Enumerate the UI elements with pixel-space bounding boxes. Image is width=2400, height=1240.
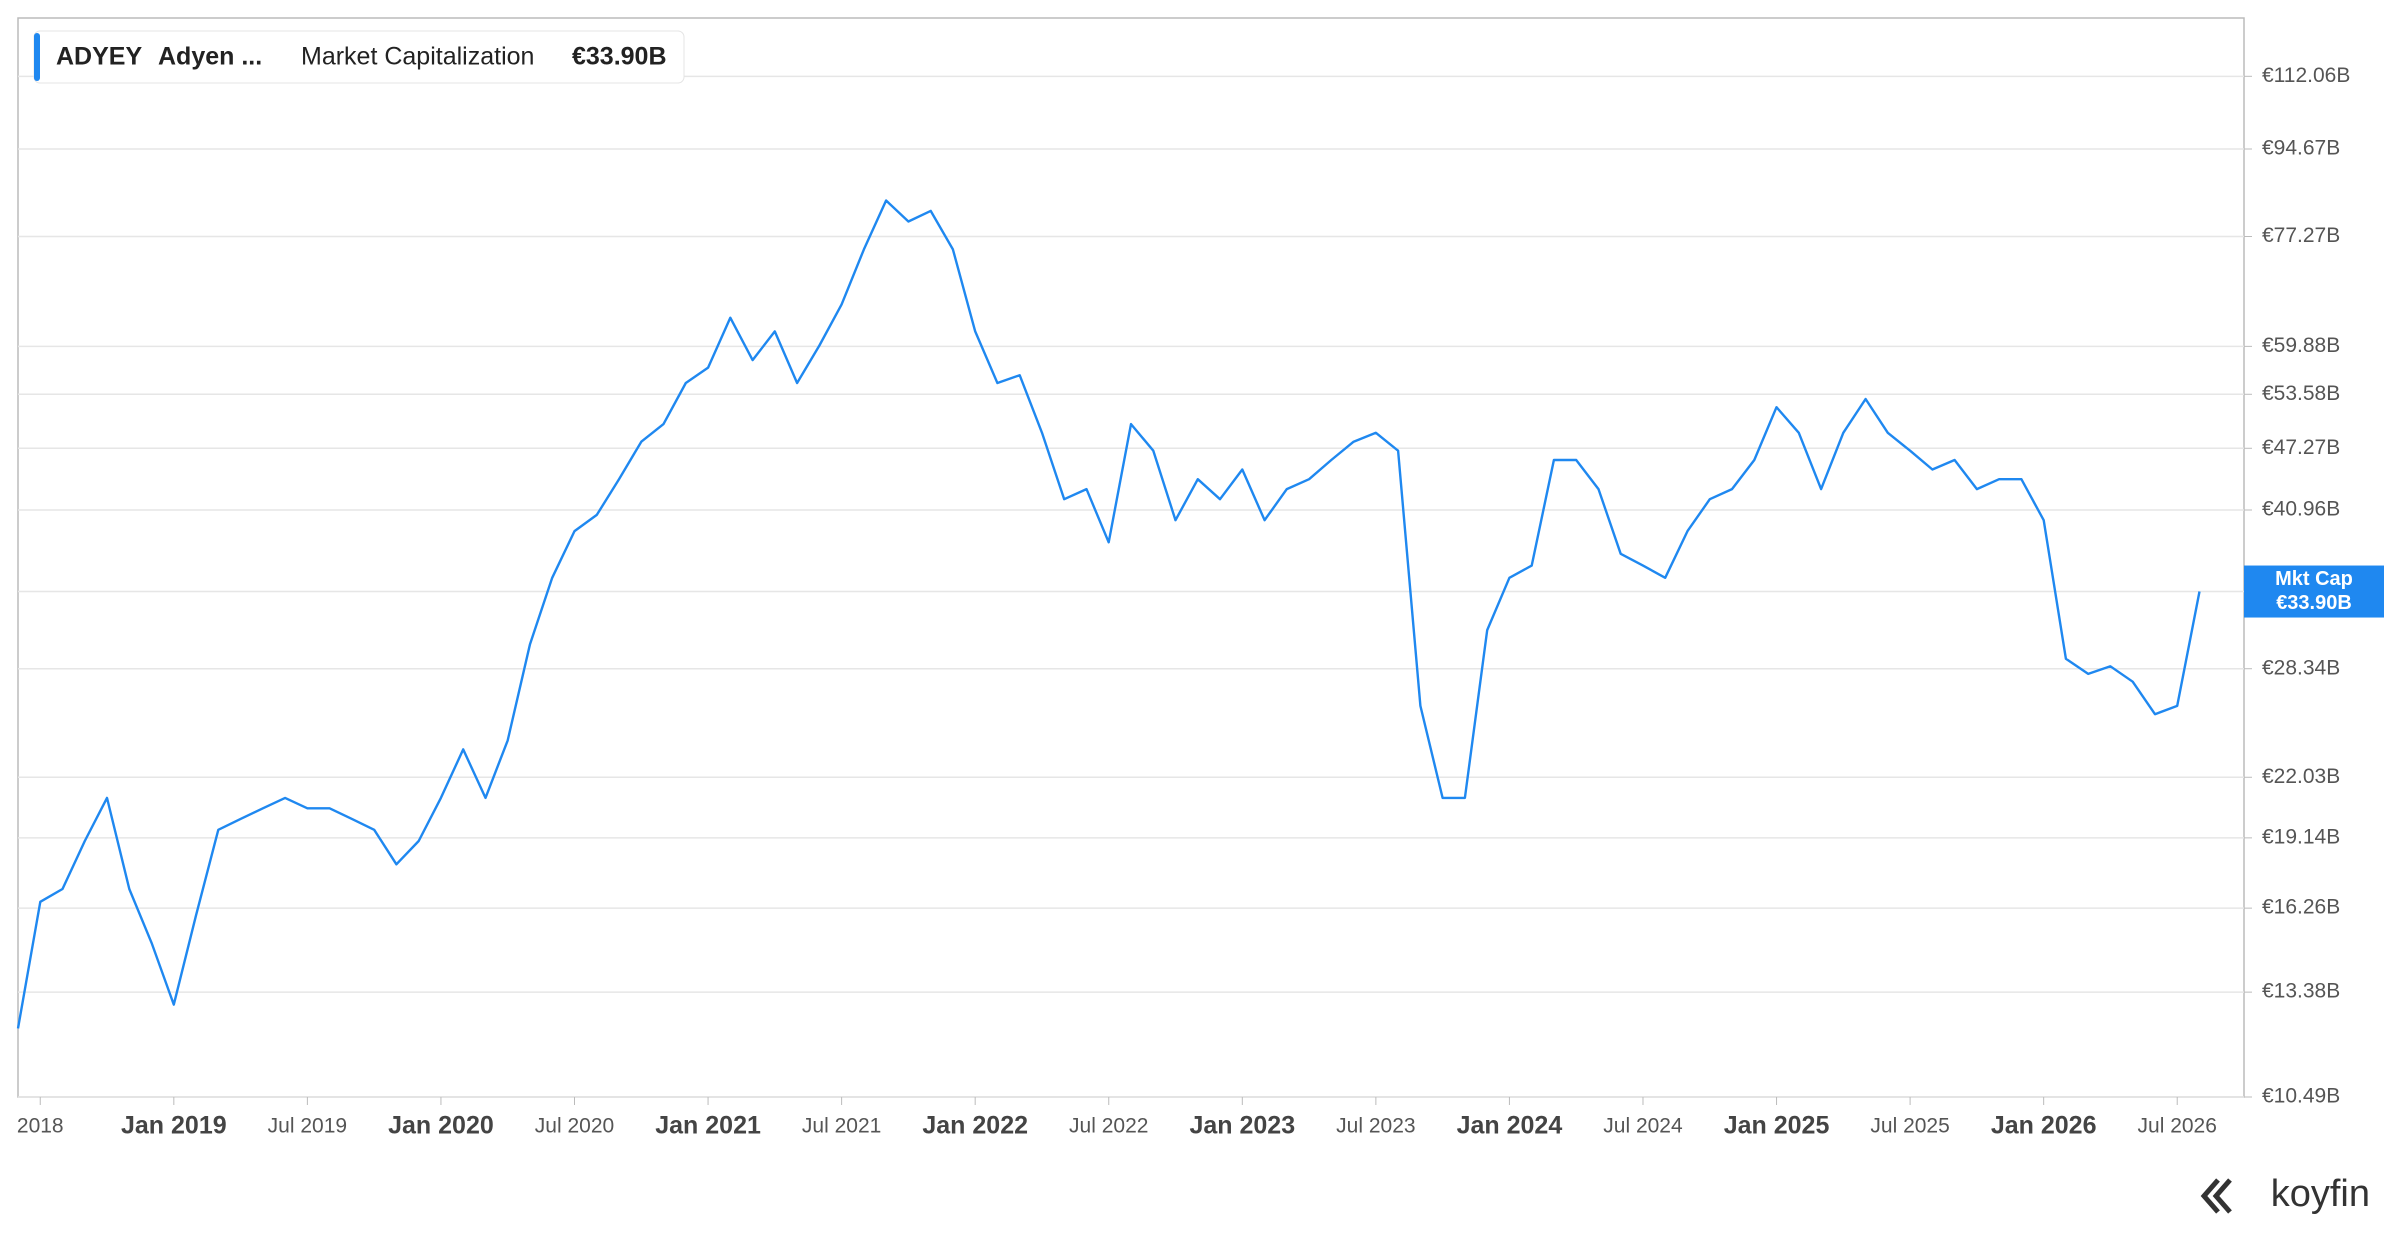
line xyxy=(16,199,2201,1029)
x-tick-label: Jan 2020 xyxy=(388,1112,494,1140)
y-tick-label: €28.34B xyxy=(2262,656,2340,679)
x-tick-label: Jul 2026 xyxy=(2138,1115,2217,1138)
logo-icon xyxy=(2200,1178,2232,1214)
y-tick-label: €53.58B xyxy=(2262,382,2340,405)
x-tick-label: Jul 2020 xyxy=(535,1115,614,1138)
metric-value: €33.90B xyxy=(572,43,667,71)
y-tick-label: €40.96B xyxy=(2262,498,2340,521)
y-tick-label: €77.27B xyxy=(2262,224,2340,247)
plot-frame xyxy=(17,17,2245,1098)
x-tick-label: Jan 2022 xyxy=(922,1112,1028,1140)
y-tick-label: €13.38B xyxy=(2262,980,2340,1003)
x-tick-label: Jul 2022 xyxy=(1069,1115,1148,1138)
y-tick-label: €16.26B xyxy=(2262,896,2340,919)
y-tick-label: €59.88B xyxy=(2262,334,2340,357)
x-tick-label: 2018 xyxy=(17,1115,64,1138)
grid xyxy=(18,75,2244,1098)
company-name: Adyen ... xyxy=(158,43,262,71)
tag-label: Mkt Cap xyxy=(2275,568,2353,590)
x-tick-label: Jul 2019 xyxy=(268,1115,347,1138)
y-tick-label: €94.67B xyxy=(2262,137,2340,160)
x-tick-label: Jan 2025 xyxy=(1724,1112,1830,1140)
x-tick-label: Jul 2021 xyxy=(802,1115,881,1138)
x-tick-label: Jan 2026 xyxy=(1991,1112,2097,1140)
tag-value: €33.90B xyxy=(2276,592,2352,614)
x-tick-label: Jan 2019 xyxy=(121,1112,227,1140)
ticker: ADYEY xyxy=(56,43,142,71)
last-value-tag xyxy=(2244,565,2384,618)
x-tick-label: Jan 2024 xyxy=(1457,1112,1563,1140)
x-tick-label: Jan 2021 xyxy=(655,1112,761,1140)
y-tick-label: €112.06B xyxy=(2262,64,2350,87)
logo: koyfin xyxy=(2271,1173,2370,1215)
header-accent xyxy=(34,33,40,81)
metric: Market Capitalization xyxy=(301,43,534,71)
x-tick-label: Jul 2025 xyxy=(1870,1115,1949,1138)
y-tick-label: €19.14B xyxy=(2262,825,2340,848)
x-tick-label: Jan 2023 xyxy=(1189,1112,1295,1140)
y-tick-label: €22.03B xyxy=(2262,765,2340,788)
y-tick-label: €10.49B xyxy=(2262,1085,2340,1108)
x-tick-label: Jul 2024 xyxy=(1603,1115,1683,1138)
y-tick-label: €47.27B xyxy=(2262,436,2340,459)
x-tick-label: Jul 2023 xyxy=(1336,1115,1415,1138)
